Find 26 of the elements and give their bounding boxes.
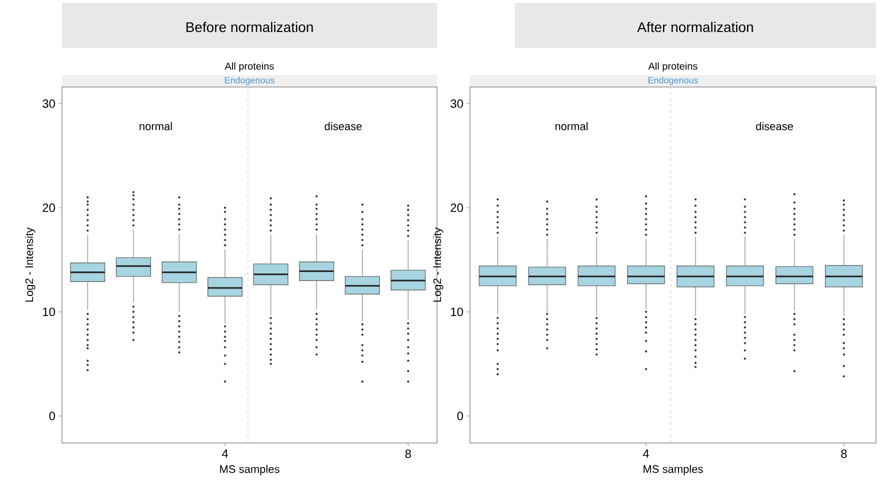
chart-title: After normalization bbox=[637, 22, 753, 32]
x-tick-label: 8 bbox=[841, 450, 847, 458]
y-tick-label: 30 bbox=[42, 99, 56, 108]
text: Endogenous bbox=[648, 76, 698, 86]
annotation: normal bbox=[140, 122, 172, 130]
x-tick-label: 4 bbox=[222, 450, 228, 458]
chart-title: Before normalization bbox=[186, 22, 313, 32]
chart-subtitle: All proteins bbox=[648, 62, 698, 72]
y-tick-label: 20 bbox=[450, 203, 464, 212]
annotation: disease bbox=[324, 122, 362, 130]
y-tick-label: 10 bbox=[451, 308, 464, 316]
y-tick-label: 0 bbox=[457, 412, 464, 420]
chart-subtitle: All proteins bbox=[224, 62, 274, 72]
y-axis-title: Log2 - Intensity bbox=[25, 227, 36, 302]
y-tick-label: 30 bbox=[450, 99, 464, 108]
x-tick-label: 8 bbox=[405, 450, 411, 458]
x-tick-label: 4 bbox=[643, 450, 650, 458]
y-tick-label: 10 bbox=[43, 308, 56, 316]
y-tick-label: 0 bbox=[49, 412, 56, 420]
annotation: normal bbox=[555, 122, 588, 130]
x-axis-title: MS samples bbox=[220, 464, 280, 476]
y-axis-title: Log2 - Intensity bbox=[433, 227, 444, 302]
x-axis-title: MS samples bbox=[644, 464, 703, 476]
annotation: disease bbox=[756, 122, 793, 130]
text: Endogenous bbox=[224, 76, 274, 86]
y-tick-label: 20 bbox=[42, 203, 56, 212]
